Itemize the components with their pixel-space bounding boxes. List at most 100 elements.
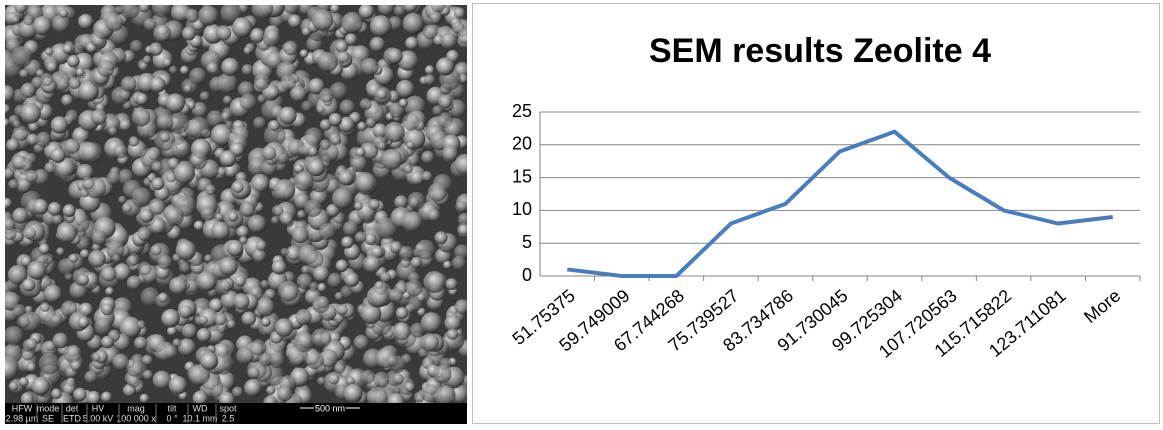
grain (200, 352, 218, 370)
grain (270, 353, 286, 369)
info-label: mag (127, 403, 145, 413)
grain (1, 118, 10, 127)
grain (268, 87, 279, 98)
grain (143, 370, 153, 380)
grain (121, 76, 137, 92)
grain (421, 151, 434, 164)
grain (152, 161, 163, 172)
grain (221, 58, 239, 76)
grain (59, 9, 68, 18)
grain (252, 249, 266, 263)
grain (329, 113, 342, 126)
grain (27, 363, 37, 373)
grain (317, 296, 329, 308)
grain (387, 355, 399, 367)
grain (297, 210, 306, 219)
grain (171, 139, 191, 159)
info-value: 2.98 µm (6, 413, 39, 423)
grain (128, 253, 140, 265)
grain (137, 320, 146, 329)
grain (44, 285, 62, 303)
grain (402, 113, 419, 130)
grain (405, 37, 418, 50)
grain (366, 118, 377, 129)
grain (11, 46, 32, 67)
grain (232, 17, 252, 37)
grain (67, 55, 80, 68)
grain (334, 363, 345, 374)
grain (153, 25, 171, 43)
page: HFW2.98 µmmodeSEdetETDHV5.00 kVmag100 00… (0, 0, 1163, 425)
grain (340, 100, 355, 115)
grain (288, 345, 308, 365)
grain (101, 303, 113, 315)
grain (33, 16, 52, 35)
grain (169, 66, 178, 75)
grain (71, 360, 82, 371)
grain (225, 121, 233, 129)
grain (82, 142, 103, 163)
grain (370, 287, 390, 307)
grain (332, 188, 353, 209)
grain (129, 136, 139, 146)
info-label: tilt (168, 403, 177, 413)
grain (327, 273, 342, 288)
grain (105, 13, 123, 31)
grain (22, 279, 35, 292)
grain (254, 73, 271, 90)
grain (428, 183, 447, 202)
y-tick-label: 25 (512, 101, 532, 121)
info-label: mode (37, 403, 60, 413)
grain (415, 240, 435, 260)
grain (32, 377, 50, 395)
grain (399, 99, 408, 108)
grain (337, 51, 349, 63)
grain (101, 392, 112, 403)
grain (0, 104, 10, 114)
grain (350, 155, 367, 172)
grain (150, 217, 167, 234)
grain (19, 69, 28, 78)
grain (247, 367, 259, 379)
grain (428, 209, 441, 222)
grain (39, 353, 60, 374)
grain (169, 376, 188, 395)
grain (396, 307, 408, 319)
grain (198, 6, 218, 26)
grain (197, 271, 217, 291)
grain (39, 243, 50, 254)
grain (197, 328, 211, 342)
grain (274, 179, 295, 200)
grain (137, 227, 151, 241)
grain (214, 312, 227, 325)
grain (328, 374, 339, 385)
grain (313, 266, 329, 282)
grain (182, 324, 197, 339)
grain (257, 94, 266, 103)
grain (126, 360, 143, 377)
grain (174, 162, 195, 183)
grain (101, 336, 114, 349)
grain (370, 37, 385, 52)
grain (455, 201, 467, 213)
grain (318, 52, 338, 72)
grain (316, 105, 325, 114)
grain (64, 139, 79, 154)
grain (198, 315, 208, 325)
grain (105, 287, 114, 296)
grain (240, 94, 257, 111)
grain (152, 177, 165, 190)
grain (142, 355, 153, 366)
grain (406, 280, 422, 296)
grain (455, 299, 470, 314)
info-value: ETD (63, 413, 82, 423)
grain (403, 13, 424, 34)
grain (261, 317, 270, 326)
info-value: 2.5 (222, 413, 235, 423)
grain (130, 40, 143, 53)
grain (232, 387, 243, 398)
grain (180, 66, 189, 75)
grain (319, 223, 336, 240)
grain (422, 171, 433, 182)
grain (182, 27, 196, 41)
